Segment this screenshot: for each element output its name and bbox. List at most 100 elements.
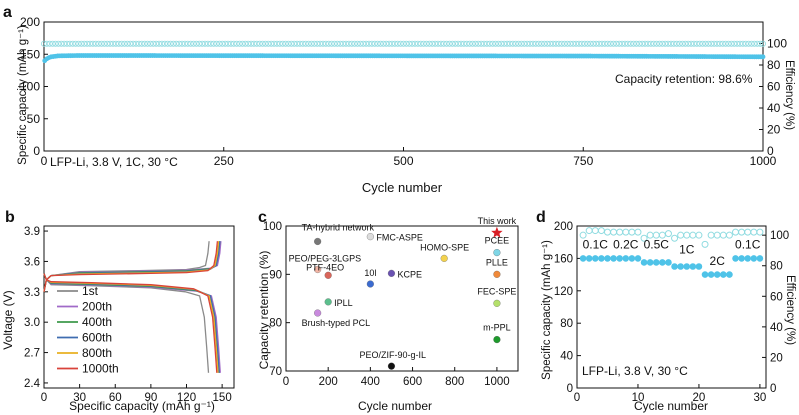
panel-b-xtick-label: 120 — [177, 392, 196, 404]
panel-a-y2tick-label: 80 — [767, 58, 781, 72]
panel-d-efficiency-point — [628, 228, 636, 236]
panel-a-efficiency-point — [58, 40, 65, 47]
panel-b-xtick-label: 60 — [109, 392, 122, 404]
panel-a-efficiency-point — [754, 40, 761, 47]
panel-a-xtick-label: 1000 — [750, 154, 777, 168]
panel-a-efficiency-point — [81, 40, 88, 47]
panel-d-y2tick-label: 80 — [770, 261, 783, 273]
panel-a-efficiency-point — [486, 40, 493, 47]
panel-a-efficiency-point — [685, 40, 692, 47]
panel-a-efficiency-point — [95, 40, 102, 47]
panel-a-efficiency-point — [665, 40, 672, 47]
panel-a-efficiency-point — [463, 40, 470, 47]
panel-c-ylabel: Capacity retention (%) — [257, 251, 271, 370]
panel-d-efficiency-point — [725, 231, 733, 239]
panel-a-efficiency-point — [161, 40, 168, 47]
panel-a-efficiency-point — [66, 40, 73, 47]
panel-a-efficiency-point — [610, 40, 617, 47]
panel-a-efficiency-point — [207, 40, 214, 47]
panel-a-efficiency-point — [512, 40, 519, 47]
panel-a-efficiency-point — [250, 40, 257, 47]
panel-a-xtick-label: 750 — [573, 154, 593, 168]
panel-d-efficiency-point — [719, 231, 727, 239]
panel-c-point-label: m-PPL — [483, 323, 511, 333]
panel-c-point-label: PCEE — [485, 236, 510, 246]
panel-d-efficiency-point — [603, 228, 611, 236]
panel-d-efficiency-point — [713, 231, 721, 239]
panel-a-efficiency-point — [130, 40, 137, 47]
panel-a-efficiency-point — [621, 40, 628, 47]
panel-d-capacity-point — [610, 255, 617, 262]
panel-a-efficiency-point — [279, 40, 286, 47]
panel-a-efficiency-point — [716, 40, 723, 47]
panel-a-efficiency-point — [501, 40, 508, 47]
panel-a-efficiency-point — [659, 40, 666, 47]
panel-d-efficiency-point — [634, 228, 642, 236]
panel-a-efficiency-point — [371, 40, 378, 47]
panel-a-efficiency-point — [673, 40, 680, 47]
panel-a-efficiency-point — [69, 40, 76, 47]
panel-a-efficiency-point — [736, 40, 743, 47]
panel-a-efficiency-point — [43, 40, 50, 47]
panel-a-efficiency-point — [227, 40, 234, 47]
panel-a-efficiency-point — [449, 40, 456, 47]
panel-c-xtick-label: 400 — [361, 376, 380, 388]
panel-a-efficiency-point — [544, 40, 551, 47]
panel-b-legend-label: 400th — [82, 315, 112, 329]
panel-a-efficiency-point — [532, 40, 539, 47]
panel-c-ytick-label: 90 — [269, 269, 282, 281]
panel-a-efficiency-point — [377, 40, 384, 47]
panel-d-ytick-label: 40 — [560, 351, 573, 363]
panel-c-point — [314, 237, 322, 246]
panel-c-point — [366, 233, 374, 241]
panel-a-efficiency-point — [636, 40, 643, 47]
panel-d-capacity-point — [585, 255, 593, 262]
panel-c-point — [366, 280, 374, 288]
panel-a-efficiency-point — [590, 40, 597, 47]
panel-a-efficiency-point — [391, 40, 398, 47]
panel-c-point — [387, 362, 396, 370]
panel-a-efficiency-point — [446, 40, 453, 47]
panel-a-efficiency-point — [397, 40, 404, 47]
panel-a-efficiency-point — [144, 40, 151, 47]
panel-a-efficiency-point — [705, 40, 712, 47]
panel-b-ytick-label: 3.9 — [24, 226, 40, 238]
panel-d-xlabel: Cycle number — [634, 399, 708, 413]
panel-a-efficiency-point — [725, 40, 732, 47]
panel-a-efficiency-point — [742, 40, 749, 47]
panel-d-capacity-point — [579, 255, 587, 262]
panel-c-point-label: TA-hybrid network — [302, 222, 375, 232]
panel-a-efficiency-point — [337, 40, 344, 47]
panel-a-condition-note: LFP-Li, 3.8 V, 1C, 30 °C — [50, 155, 178, 169]
panel-b-legend-label: 200th — [82, 300, 112, 314]
panel-d-rate-label: 0.2C — [613, 238, 639, 252]
panel-a-efficiency-point — [711, 40, 718, 47]
panel-a-efficiency-point — [578, 40, 585, 47]
panel-a-efficiency-point — [584, 40, 591, 47]
panel-a-efficiency-point — [302, 40, 309, 47]
panel-d-frame — [576, 225, 767, 389]
panel-a-capacity-point — [760, 54, 766, 60]
panel-a-efficiency-point — [728, 40, 735, 47]
panel-d-efficiency-point — [738, 228, 746, 236]
panel-d-efficiency-point — [756, 228, 764, 236]
panel-c-point-label: FMC-ASPE — [376, 233, 423, 243]
panel-a-efficiency-point — [483, 40, 490, 47]
panel-a-y2tick-label: 20 — [767, 123, 781, 137]
panel-d-capacity-point — [732, 255, 739, 262]
panel-d-efficiency-point — [683, 231, 691, 239]
panel-a-efficiency-point — [222, 40, 229, 47]
panel-c-point — [387, 269, 396, 277]
panel-b-legend-label: 1000th — [82, 362, 119, 376]
panel-a-efficiency-point — [466, 40, 473, 47]
panel-a-efficiency-point — [204, 40, 211, 47]
panel-a-efficiency-point — [273, 40, 280, 47]
panel-a-efficiency-point — [593, 40, 600, 47]
panel-a-efficiency-point — [176, 40, 183, 47]
panel-a-efficiency-point — [561, 40, 568, 47]
panel-d-y2tick-label: 100 — [770, 230, 789, 242]
panel-b-xtick-label: 150 — [213, 392, 232, 404]
panel-a-efficiency-point — [164, 40, 171, 47]
panel-a: Cycle number Specific capacity (mAh g⁻¹)… — [17, 25, 795, 195]
